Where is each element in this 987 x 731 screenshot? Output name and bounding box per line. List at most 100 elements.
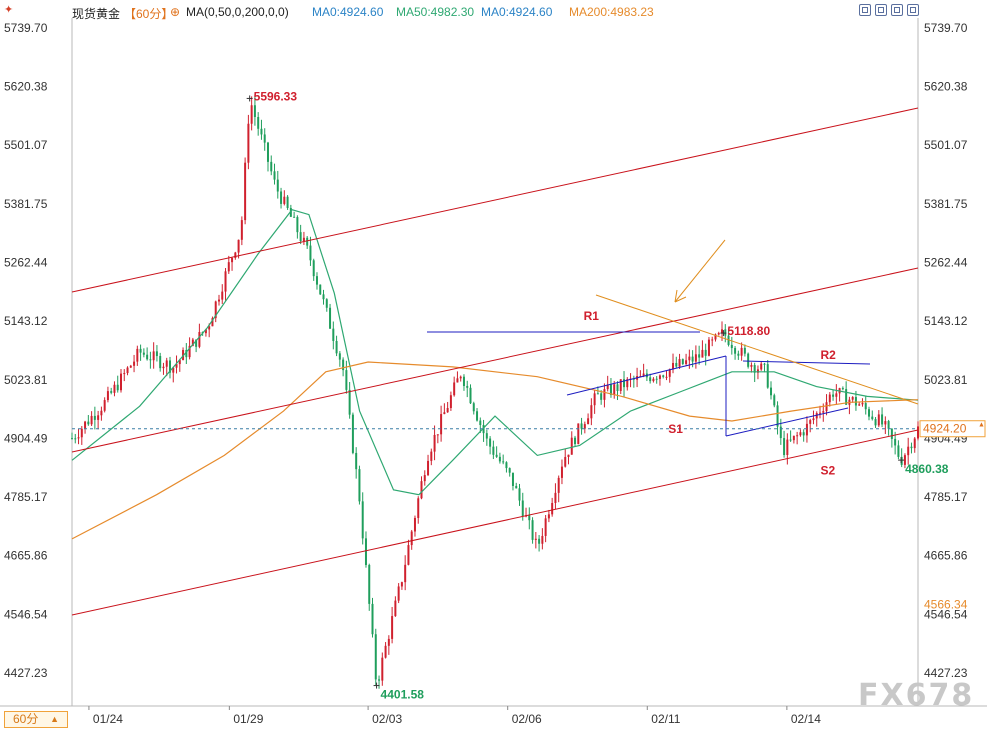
candle-body [858,404,861,406]
candle-body [335,340,338,354]
y-tick-label-left: 5143.12 [4,314,48,328]
period-selector[interactable]: 60分 ▲ [4,711,68,728]
candle-body [678,359,681,367]
candle-body [711,339,714,341]
candle-body [394,600,397,617]
fit-icon[interactable] [891,4,903,16]
candle-body [770,387,773,396]
candle-body [286,196,289,208]
period-selector-label: 60分 [13,712,39,726]
y-tick-label-left: 5262.44 [4,256,48,270]
candle-body [260,128,263,135]
candle-body [704,349,707,356]
candle-body [681,359,684,364]
candle-body [446,408,449,413]
candle-body [90,415,93,425]
candle-body [322,294,325,300]
candle-body [211,318,214,327]
y-tick-label-right: 5143.12 [924,314,968,328]
candle-body [854,397,857,406]
y-tick-label-left: 4785.17 [4,490,48,504]
candle-body [162,366,165,369]
candle-body [534,538,537,540]
candle-body [224,271,227,292]
x-tick-label: 02/03 [372,712,402,726]
candle-body [583,424,586,429]
period-label[interactable]: 【60分】 [124,7,174,21]
candle-body [511,472,514,486]
x-tick-label: 02/14 [791,712,821,726]
candle-body [338,353,341,360]
x-tick-label: 02/11 [651,712,680,726]
r2-label: R2 [820,348,836,362]
candle-body [773,395,776,406]
current-price-box [919,420,986,438]
y-tick-label-left: 4427.23 [4,666,48,680]
candle-body [263,134,266,143]
candle-body [136,348,139,362]
candle-body [93,415,96,420]
candle-body [423,475,426,482]
candle-body [596,393,599,395]
candle-body [384,645,387,658]
candle-body [309,245,312,261]
candle-body [443,412,446,415]
candle-body [805,423,808,436]
candle-body [841,388,844,390]
zoom-in-icon[interactable] [859,4,871,16]
y-tick-label-left: 4904.49 [4,431,48,445]
candle-body [554,492,557,503]
candle-body [750,365,753,367]
settings-icon[interactable]: ⊕ [170,5,181,19]
candle-body [832,394,835,397]
candle-body [786,439,789,455]
candle-body [740,347,743,356]
y-tick-label-left: 4546.54 [4,607,48,621]
candle-body [417,498,420,518]
candle-body [760,363,763,370]
candle-body [299,232,302,242]
candle-body [763,363,766,365]
descending-trendline [595,294,919,405]
candle-body [404,564,407,583]
candle-body [325,299,328,308]
candle-body [71,438,73,440]
candle-body [505,462,508,469]
candle-body [345,370,348,390]
channel-middle-line [71,267,919,453]
candle-body [270,161,273,172]
candle-body [273,171,276,180]
fullscreen-icon[interactable] [907,4,919,16]
candle-body [168,360,171,373]
candle-body [877,414,880,426]
candle-body [721,329,724,334]
candle-body [462,376,465,386]
candle-body [146,354,149,360]
candle-body [890,428,893,439]
candle-body [433,434,436,452]
candle-body [159,356,162,369]
candle-body [436,434,439,436]
s2-label: S2 [820,464,835,478]
candle-body [541,535,544,544]
candle-body [119,373,122,391]
candle-body [188,345,191,358]
candle-body [149,359,152,361]
candle-body [482,425,485,434]
candle-body [753,365,756,373]
candle-body [792,435,795,441]
candle-body [351,414,354,453]
indicator-params[interactable]: MA(0,50,0,200,0,0) [186,5,289,19]
candle-body [580,423,583,429]
s1-label: S1 [668,422,683,436]
candle-body [391,616,394,639]
candle-body [871,416,874,420]
zoom-out-icon[interactable] [875,4,887,16]
x-tick-label: 01/24 [93,712,123,726]
candle-body [378,679,381,681]
candle-body [247,123,250,163]
y-tick-label-right: 5501.07 [924,138,968,152]
y-tick-label-left: 4665.86 [4,549,48,563]
candle-body [80,428,83,438]
